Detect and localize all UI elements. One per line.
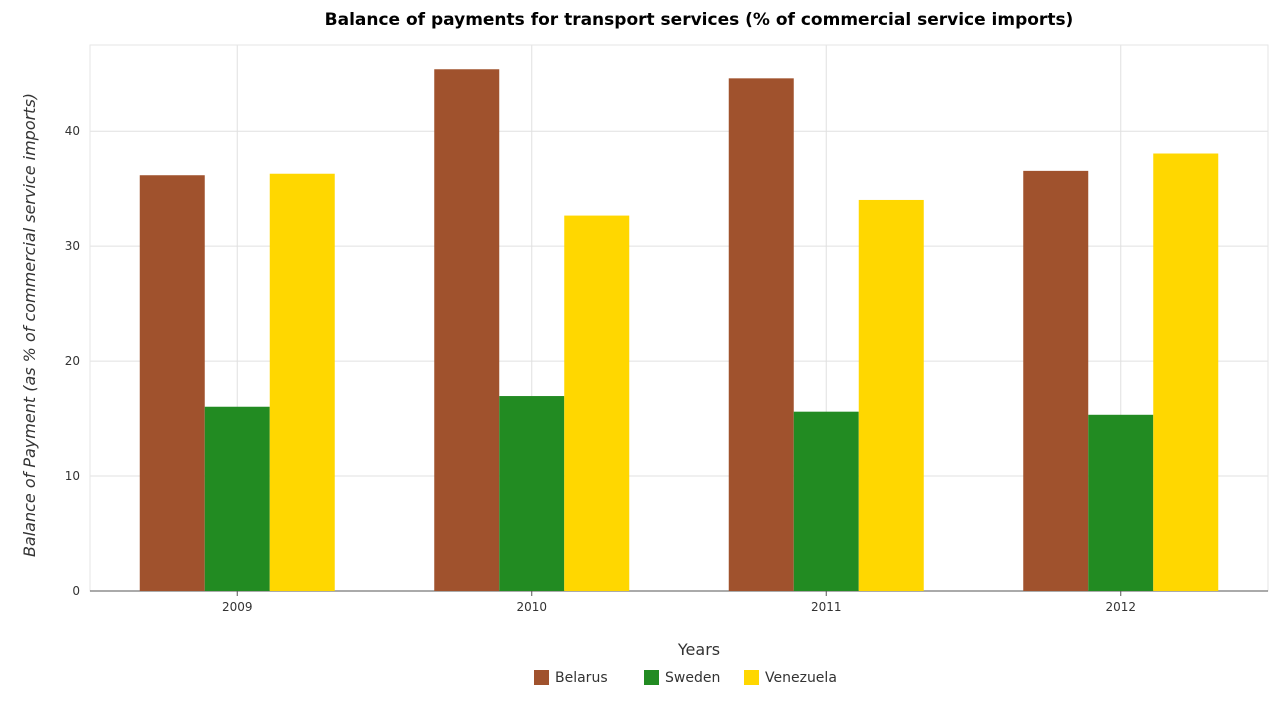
y-tick-label: 20: [65, 354, 80, 368]
legend-swatch: [744, 670, 759, 685]
tick-labels: 0 10 20 30 40 2009 2010 2011 2012: [65, 124, 1136, 614]
legend-label: Venezuela: [765, 670, 837, 686]
legend-swatch: [534, 670, 549, 685]
y-axis-label: Balance of Payment (as % of commercial s…: [20, 93, 39, 557]
bar-belarus-2012: Belarus 2012: 36.55: [1023, 170, 1089, 591]
bar-venezuela-2011: Venezuela 2011: 34.02: [858, 199, 924, 592]
x-tick-label: 2010: [516, 600, 547, 614]
bar-belarus-2010: Belarus 2010: 45.39: [434, 69, 500, 591]
bar-sweden-2009: Sweden 2009: 16.03: [204, 406, 270, 591]
x-tick-label: 2009: [222, 600, 253, 614]
legend-label: Sweden: [665, 670, 720, 686]
legend-item-belarus: Belarus: [534, 670, 608, 686]
bars: Belarus 2009: 36.17Sweden 2009: 16.03Ven…: [139, 69, 1219, 592]
legend-item-venezuela: Venezuela: [744, 670, 837, 686]
x-tick-label: 2012: [1105, 600, 1136, 614]
bar-sweden-2012: Sweden 2012: 15.33: [1088, 414, 1154, 591]
bar-belarus-2011: Belarus 2011: 44.6: [728, 78, 794, 592]
bar-venezuela-2010: Venezuela 2010: 32.66: [564, 215, 630, 591]
legend: Belarus Sweden Venezuela: [534, 670, 837, 686]
y-tick-label: 10: [65, 469, 80, 483]
x-tick-label: 2011: [811, 600, 842, 614]
bar-belarus-2009: Belarus 2009: 36.17: [139, 175, 205, 592]
y-tick-label: 30: [65, 239, 80, 253]
x-axis-label: Years: [677, 640, 720, 659]
bar-venezuela-2009: Venezuela 2009: 36.3: [269, 173, 335, 591]
bar-sweden-2010: Sweden 2010: 16.96: [499, 396, 565, 591]
y-tick-label: 40: [65, 124, 80, 138]
y-tick-label: 0: [72, 584, 80, 598]
bar-venezuela-2012: Venezuela 2012: 38.06: [1153, 153, 1219, 591]
chart-title: Balance of payments for transport servic…: [325, 10, 1074, 30]
legend-label: Belarus: [555, 670, 608, 686]
legend-item-sweden: Sweden: [644, 670, 720, 686]
bar-sweden-2011: Sweden 2011: 15.6: [793, 411, 859, 591]
legend-swatch: [644, 670, 659, 685]
